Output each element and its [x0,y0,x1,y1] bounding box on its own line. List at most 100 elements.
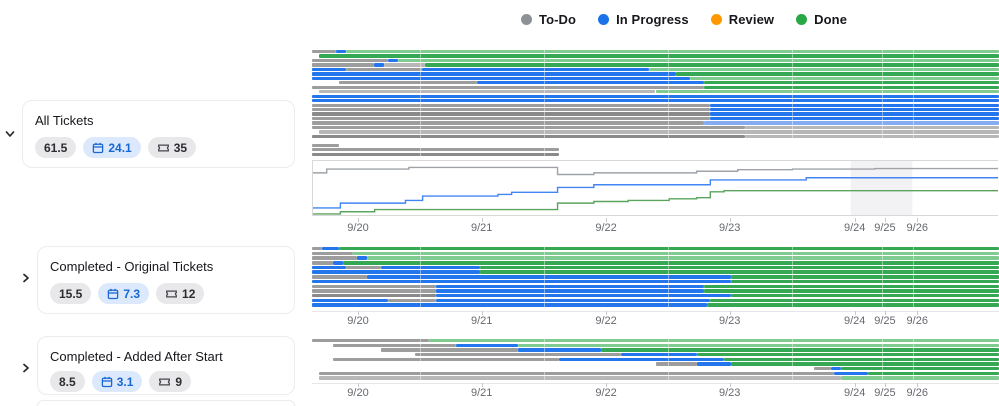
gantt-bar-segment[interactable] [422,68,649,71]
gantt-bar-segment[interactable] [312,104,710,107]
gantt-bar-segment[interactable] [353,252,999,255]
gantt-bar-segment[interactable] [312,153,559,156]
gantt-bar-segment[interactable] [518,348,600,351]
gantt-bar-segment[interactable] [621,353,697,356]
gantt-bar-segment[interactable] [312,72,676,75]
gantt-bar-segment[interactable] [312,275,367,278]
gantt-bar-segment[interactable] [834,372,868,375]
gantt-bar-segment[interactable] [814,367,831,370]
gantt-bar-segment[interactable] [339,247,999,250]
gantt-bar-segment[interactable] [374,63,384,66]
gantt-bar-segment[interactable] [367,256,999,259]
gantt-bar-segment[interactable] [601,348,999,351]
gantt-bar-segment[interactable] [710,117,999,120]
gantt-bar-segment[interactable] [357,256,367,259]
gantt-bar-segment[interactable] [676,72,999,75]
gantt-bar-segment[interactable] [707,303,999,306]
gantt-bar-segment[interactable] [436,285,704,288]
gantt-bar-segment[interactable] [312,247,322,250]
gantt-bar-segment[interactable] [656,90,999,93]
gantt-bar-segment[interactable] [312,294,436,297]
gantt-bar-segment[interactable] [322,247,339,250]
gantt-bar-segment[interactable] [388,59,398,62]
gantt-bar-segment[interactable] [704,81,999,84]
gantt-bar-segment[interactable] [312,303,707,306]
gantt-bar-segment[interactable] [381,266,481,269]
gantt-bar-segment[interactable] [477,81,704,84]
gantt-bar-segment[interactable] [831,367,841,370]
group-card-completed-added[interactable]: Completed - Added After Start 8.5 3.1 9 [37,336,295,395]
gantt-bar-segment[interactable] [312,86,704,89]
gantt-bar-segment[interactable] [312,135,745,138]
chevron-right-icon[interactable] [19,361,33,375]
gantt-bar-segment[interactable] [841,376,999,379]
gantt-bar-segment[interactable] [346,68,422,71]
gantt-bar-segment[interactable] [312,68,346,71]
chevron-down-icon[interactable] [3,127,17,141]
gantt-bar-segment[interactable] [436,294,731,297]
legend-item-done[interactable]: Done [796,12,847,27]
group-card-completed-original[interactable]: Completed - Original Tickets 15.5 7.3 12 [37,246,295,314]
gantt-bar-segment[interactable] [841,367,999,370]
gantt-bar-segment[interactable] [710,112,999,115]
gantt-bar-segment[interactable] [312,285,436,288]
gantt-bar-segment[interactable] [346,266,380,269]
gantt-bar-segment[interactable] [333,344,457,347]
gantt-bar-segment[interactable] [312,289,436,292]
group-card-partial[interactable] [37,400,295,406]
gantt-bar-segment[interactable] [312,299,388,302]
gantt-bar-segment[interactable] [312,261,333,264]
gantt-bar-segment[interactable] [319,130,999,133]
gantt-bar-segment[interactable] [731,275,999,278]
gantt-bar-segment[interactable] [336,50,346,53]
gantt-bar-segment[interactable] [480,266,999,269]
legend-item-to-do[interactable]: To-Do [521,12,576,27]
gantt-bar-segment[interactable] [312,117,710,120]
gantt-bar-segment[interactable] [710,108,999,111]
gantt-bar-segment[interactable] [312,95,999,98]
gantt-bar-segment[interactable] [710,104,999,107]
group-card-all-tickets[interactable]: All Tickets 61.5 24.1 35 [22,100,295,168]
gantt-bar-segment[interactable] [339,81,476,84]
chevron-right-icon[interactable] [19,271,33,285]
gantt-bar-segment[interactable] [312,144,339,147]
gantt-bar-segment[interactable] [415,353,621,356]
gantt-bar-segment[interactable] [745,135,999,138]
gantt-bar-segment[interactable] [312,112,710,115]
gantt-bar-segment[interactable] [731,294,999,297]
gantt-bar-segment[interactable] [697,362,731,365]
gantt-bar-segment[interactable] [649,68,999,71]
gantt-bar-segment[interactable] [745,126,999,129]
gantt-bar-segment[interactable] [333,358,560,361]
gantt-bar-segment[interactable] [312,256,357,259]
legend-item-review[interactable]: Review [711,12,774,27]
gantt-bar-segment[interactable] [704,121,999,124]
gantt-bar-segment[interactable] [704,289,999,292]
gantt-bar-segment[interactable] [346,50,999,53]
gantt-bar-segment[interactable] [559,358,724,361]
legend-item-in-progress[interactable]: In Progress [598,12,689,27]
gantt-bar-segment[interactable] [381,348,518,351]
gantt-bar-segment[interactable] [388,299,436,302]
gantt-bar-segment[interactable] [319,376,841,379]
gantt-bar-segment[interactable] [312,266,346,269]
gantt-bar-segment[interactable] [312,339,429,342]
gantt-bar-segment[interactable] [312,50,336,53]
gantt-bar-segment[interactable] [518,344,999,347]
gantt-bar-segment[interactable] [312,126,745,129]
gantt-bar-segment[interactable] [436,299,711,302]
gantt-bar-segment[interactable] [319,90,656,93]
gantt-bar-segment[interactable] [312,77,690,80]
gantt-bar-segment[interactable] [480,270,999,273]
gantt-bar-segment[interactable] [333,261,343,264]
gantt-bar-segment[interactable] [704,86,999,89]
gantt-bar-segment[interactable] [868,372,999,375]
gantt-bar-segment[interactable] [312,121,704,124]
gantt-bar-segment[interactable] [710,299,999,302]
gantt-bar-segment[interactable] [731,280,999,283]
gantt-bar-segment[interactable] [319,54,999,57]
gantt-bar-segment[interactable] [319,372,834,375]
gantt-bar-segment[interactable] [312,108,710,111]
gantt-bar-segment[interactable] [704,285,999,288]
gantt-bar-segment[interactable] [312,252,353,255]
